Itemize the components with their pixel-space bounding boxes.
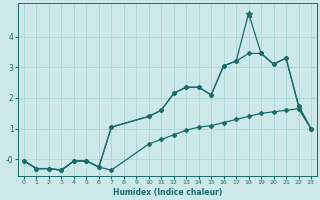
X-axis label: Humidex (Indice chaleur): Humidex (Indice chaleur)	[113, 188, 222, 197]
